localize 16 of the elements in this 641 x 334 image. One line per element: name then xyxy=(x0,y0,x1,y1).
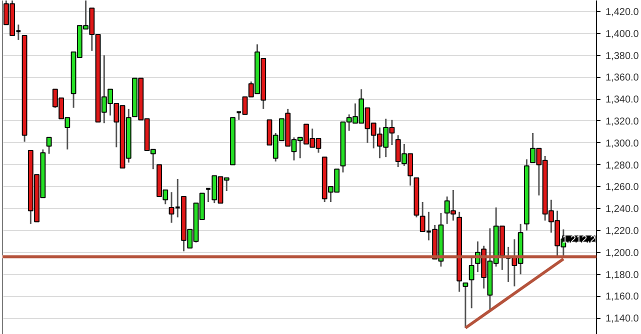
y-tick-label: 1,200.0 xyxy=(606,248,640,259)
y-tick-label: 1,240.0 xyxy=(606,204,640,216)
y-tick-label: 1,360.0 xyxy=(606,72,640,84)
y-tick-label: 1,220.0 xyxy=(606,226,640,237)
y-tick-label: 1,180.0 xyxy=(606,270,640,281)
y-tick-label: 1,380.0 xyxy=(606,50,640,62)
y-tick-label: 1,340.0 xyxy=(606,94,640,106)
y-tick-label: 1,140.0 xyxy=(606,314,640,325)
annotation: 1,212.2 xyxy=(562,234,596,246)
y-tick-label: 1,280.0 xyxy=(606,160,640,172)
y-tick-label: 1,320.0 xyxy=(606,116,640,128)
y-tick-label: 1,400.0 xyxy=(606,28,640,40)
y-tick-label: 1,420.0 xyxy=(606,6,640,18)
y-tick-label: 1,300.0 xyxy=(606,138,640,150)
y-tick-label: 1,260.0 xyxy=(606,182,640,194)
y-tick-label: 1,160.0 xyxy=(606,292,640,303)
